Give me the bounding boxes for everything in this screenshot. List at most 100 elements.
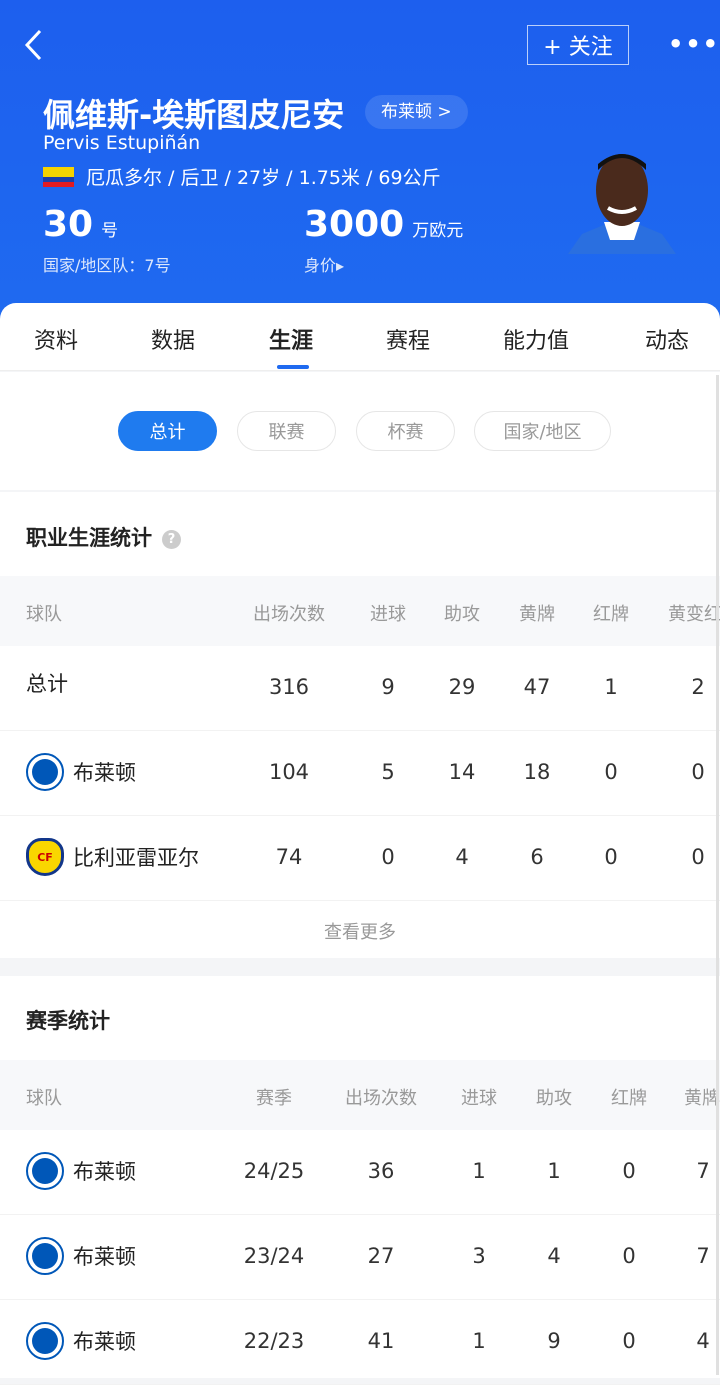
tab-bar: 资料 数据 生涯 赛程 能力值 动态	[0, 303, 720, 371]
th-yellow: 黄牌	[519, 604, 555, 625]
active-tab-indicator	[277, 365, 309, 369]
tab-news[interactable]: 动态	[645, 329, 690, 354]
stat-cell: 0	[604, 845, 618, 869]
th-team: 球队	[26, 1088, 62, 1109]
stat-cell: 4	[547, 1244, 561, 1268]
stat-cell: 24/25	[243, 1159, 305, 1183]
th-apps: 出场次数	[345, 1088, 417, 1109]
career-section	[0, 492, 720, 958]
view-more-link[interactable]: 查看更多	[324, 922, 396, 943]
filter-cup[interactable]: 杯赛	[356, 411, 455, 451]
table-row[interactable]: 布莱顿 24/25 36 1 1 0 7	[0, 1130, 720, 1215]
stat-cell: 104	[268, 760, 310, 784]
th-assists: 助攻	[536, 1088, 572, 1109]
stat-cell: 2	[691, 675, 705, 699]
team-name: 布莱顿	[73, 1330, 136, 1354]
stat-cell: 0	[604, 760, 618, 784]
team-cell: 布莱顿	[26, 1237, 136, 1275]
player-name: 佩维斯-埃斯图皮尼安	[43, 96, 345, 134]
follow-button[interactable]: + 关注	[527, 25, 629, 65]
stat-cell: 29	[448, 675, 476, 699]
team-name: 布莱顿	[73, 1160, 136, 1184]
filter-total[interactable]: 总计	[118, 411, 217, 451]
stat-cell: 47	[523, 675, 551, 699]
market-value-link[interactable]: 身价▸	[304, 256, 345, 275]
team-name: 比利亚雷亚尔	[73, 846, 199, 870]
market-value-number: 3000	[304, 204, 405, 245]
stat-cell: 3	[472, 1244, 486, 1268]
brighton-logo-icon	[26, 1152, 64, 1190]
more-icon[interactable]: •••	[668, 30, 720, 58]
filter-national[interactable]: 国家/地区	[474, 411, 611, 451]
team-cell: 布莱顿	[26, 753, 136, 791]
th-second-yellow: 黄变红	[668, 604, 720, 625]
brighton-logo-icon	[26, 1237, 64, 1275]
brighton-logo-icon	[26, 1322, 64, 1360]
player-header: + 关注 ••• 佩维斯-埃斯图皮尼安 布莱顿 > Pervis Estupiñ…	[0, 0, 720, 320]
stat-cell: 0	[381, 845, 395, 869]
shirt-number-value: 30	[43, 204, 94, 245]
back-icon[interactable]	[22, 28, 44, 62]
season-table-header: 球队 赛季 出场次数 进球 助攻 红牌 黄牌	[0, 1060, 720, 1130]
stat-cell: 41	[367, 1329, 395, 1353]
tab-career[interactable]: 生涯	[269, 329, 314, 354]
villarreal-logo-icon: CF	[26, 838, 64, 876]
shirt-number: 30 号	[43, 204, 118, 245]
tab-stats[interactable]: 数据	[151, 329, 196, 354]
team-name: 总计	[26, 672, 68, 696]
stat-cell: 4	[696, 1329, 710, 1353]
th-apps: 出场次数	[253, 604, 325, 625]
player-name-en: Pervis Estupiñán	[43, 132, 201, 154]
stat-cell: 1	[472, 1329, 486, 1353]
stat-cell: 36	[367, 1159, 395, 1183]
market-value: 3000 万欧元	[304, 204, 463, 245]
career-title-text: 职业生涯统计	[26, 526, 152, 550]
stat-cell: 7	[696, 1159, 710, 1183]
stat-cell: 0	[622, 1159, 636, 1183]
stat-cell: 7	[696, 1244, 710, 1268]
team-link[interactable]: 布莱顿 >	[365, 95, 468, 129]
career-table-header: 球队 出场次数 进球 助攻 黄牌 红牌 黄变红	[0, 576, 720, 646]
tab-profile[interactable]: 资料	[34, 329, 79, 354]
stat-cell: 18	[523, 760, 551, 784]
th-red: 红牌	[611, 1088, 647, 1109]
stat-cell: 9	[381, 675, 395, 699]
stat-cell: 9	[547, 1329, 561, 1353]
th-red: 红牌	[593, 604, 629, 625]
tab-ability[interactable]: 能力值	[503, 329, 570, 354]
team-cell: 布莱顿	[26, 1322, 136, 1360]
stat-cell: 22/23	[243, 1329, 305, 1353]
th-goals: 进球	[370, 604, 406, 625]
season-title: 赛季统计	[26, 1009, 110, 1033]
value-unit: 万欧元	[412, 221, 464, 241]
tab-schedule[interactable]: 赛程	[386, 329, 431, 354]
th-season: 赛季	[256, 1088, 292, 1109]
help-icon[interactable]: ?	[162, 530, 181, 549]
th-team: 球队	[26, 604, 62, 625]
table-row[interactable]: 布莱顿 22/23 41 1 9 0 4	[0, 1300, 720, 1385]
stat-cell: 0	[622, 1244, 636, 1268]
table-row[interactable]: 总计 316 9 29 47 1 2	[0, 646, 720, 731]
stat-cell: 0	[622, 1329, 636, 1353]
team-name: 布莱顿	[73, 761, 136, 785]
th-goals: 进球	[461, 1088, 497, 1109]
filter-league[interactable]: 联赛	[237, 411, 336, 451]
player-avatar	[568, 154, 676, 254]
stat-cell: 0	[691, 760, 705, 784]
player-info: 厄瓜多尔 / 后卫 / 27岁 / 1.75米 / 69公斤	[43, 163, 441, 190]
table-row[interactable]: 布莱顿 104 5 14 18 0 0	[0, 731, 720, 816]
stat-cell: 5	[381, 760, 395, 784]
stat-cell: 74	[275, 845, 303, 869]
scrollbar[interactable]	[716, 375, 719, 1375]
th-assists: 助攻	[444, 604, 480, 625]
table-row[interactable]: CF 比利亚雷亚尔 74 0 4 6 0 0	[0, 816, 720, 901]
team-cell: 总计	[26, 668, 68, 698]
table-row[interactable]: 布莱顿 23/24 27 3 4 0 7	[0, 1215, 720, 1300]
stat-cell: 27	[367, 1244, 395, 1268]
stat-cell: 4	[455, 845, 469, 869]
shirt-unit: 号	[101, 221, 119, 241]
stat-cell: 14	[448, 760, 476, 784]
career-title: 职业生涯统计?	[26, 522, 181, 552]
stat-cell: 1	[547, 1159, 561, 1183]
stat-cell: 316	[268, 675, 310, 699]
